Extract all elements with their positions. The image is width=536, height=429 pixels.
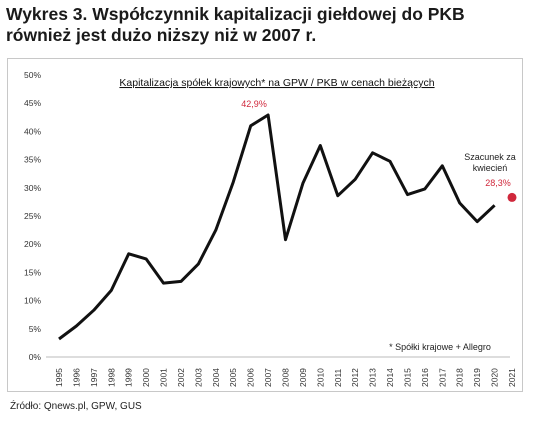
x-tick-label: 2004 (211, 368, 221, 387)
series-group (58, 113, 496, 341)
x-tick-label: 2001 (159, 368, 169, 387)
x-tick-label: 2013 (368, 368, 378, 387)
x-tick-label: 2010 (315, 368, 325, 387)
x-tick-label: 2015 (402, 368, 412, 387)
y-tick-label: 35% (24, 155, 41, 165)
y-tick-label: 25% (24, 211, 41, 221)
title-line-1: Wykres 3. Współczynnik kapitalizacji gie… (6, 4, 465, 24)
y-tick-label: 40% (24, 126, 41, 136)
source-note: Źródło: Qnews.pl, GPW, GUS (10, 401, 142, 412)
x-tick-label: 2018 (455, 368, 465, 387)
estimate-text-line-1: Szacunek za (464, 152, 516, 162)
y-tick-label: 15% (24, 267, 41, 277)
x-tick-label: 2005 (228, 368, 238, 387)
x-tick-label: 2000 (141, 368, 151, 387)
x-tick-label: 2016 (420, 368, 430, 387)
y-axis: 0% 5% 10% 15% 20% 25% 30% 35% 40% 45% 50% (24, 70, 41, 362)
x-tick-label: 2020 (490, 368, 500, 387)
x-tick-label: 2019 (472, 368, 482, 387)
footnote: * Spółki krajowe + Allegro (389, 342, 491, 352)
y-tick-label: 5% (29, 324, 42, 334)
x-tick-label: 2006 (246, 368, 256, 387)
x-tick-label: 1996 (71, 368, 81, 387)
x-tick-label: 2009 (298, 368, 308, 387)
x-tick-label: 1999 (124, 368, 134, 387)
y-tick-label: 30% (24, 183, 41, 193)
y-tick-label: 50% (24, 70, 41, 80)
title-line-2: również jest dużo niższy niż w 2007 r. (6, 25, 317, 45)
x-tick-label: 2014 (385, 368, 395, 387)
x-axis: 1995 1996 1997 1998 1999 2000 2001 2002 2003 2004… (54, 368, 517, 387)
y-tick-label: 10% (24, 296, 41, 306)
y-tick-label: 20% (24, 239, 41, 249)
y-tick-label: 0% (29, 352, 42, 362)
x-tick-label: 1997 (89, 368, 99, 387)
peak-label: 42,9% (241, 99, 267, 109)
x-tick-label: 1995 (54, 368, 64, 387)
page-title: Wykres 3. Współczynnik kapitalizacji gie… (6, 4, 526, 46)
estimate-value-label: 28,3% (485, 178, 511, 188)
x-tick-label: 2012 (350, 368, 360, 387)
x-tick-label: 2017 (437, 368, 447, 387)
chart-title: Kapitalizacja spółek krajowych* na GPW /… (119, 77, 434, 89)
x-tick-label: 1998 (106, 368, 116, 387)
x-tick-label: 2008 (281, 368, 291, 387)
x-tick-label: 2003 (193, 368, 203, 387)
x-tick-label: 2011 (333, 368, 343, 387)
estimate-text-line-2: kwiecień (473, 163, 508, 173)
estimate-point (507, 192, 517, 202)
series-line (58, 113, 496, 341)
x-tick-label: 2021 (507, 368, 517, 387)
x-tick-label: 2002 (176, 368, 186, 387)
x-tick-label: 2007 (263, 368, 273, 387)
y-tick-label: 45% (24, 98, 41, 108)
estimate-point-group (507, 192, 517, 202)
chart-frame (7, 58, 523, 392)
